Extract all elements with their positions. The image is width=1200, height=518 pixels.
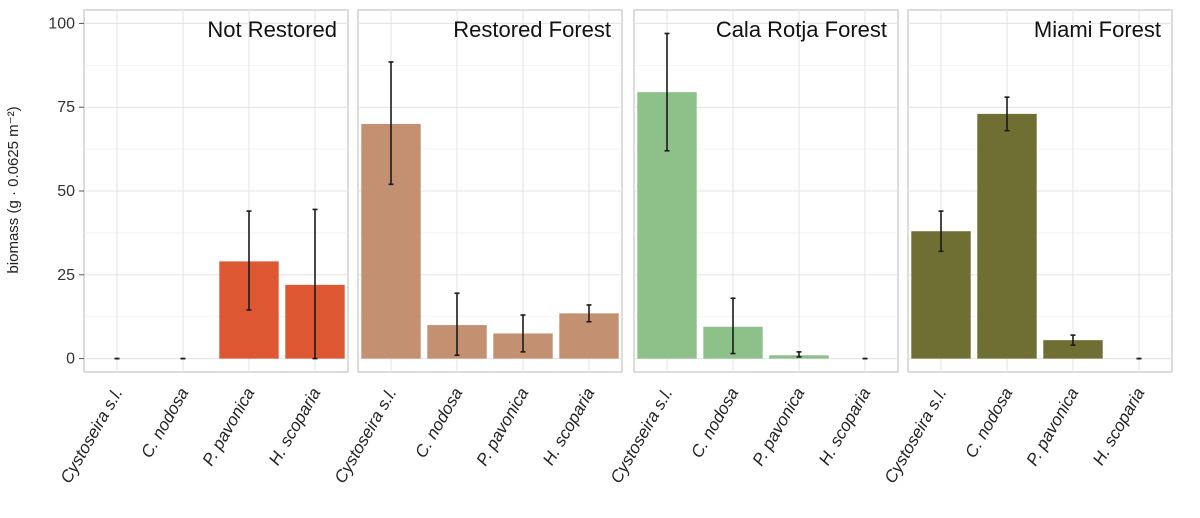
x-tick-label: H. scoparia bbox=[815, 385, 874, 469]
error-bar bbox=[1004, 96, 1010, 132]
panel-title: Miami Forest bbox=[1034, 17, 1161, 42]
x-tick-label: Cystoseira s.l. bbox=[881, 385, 951, 487]
y-tick-label: 100 bbox=[48, 15, 75, 32]
x-tick-label: Cystoseira s.l. bbox=[331, 385, 401, 487]
error-bar bbox=[586, 304, 592, 323]
error-bar bbox=[388, 61, 394, 186]
panel-1: Not Restored Cystoseira s.l. C. nodosa P. p… bbox=[57, 9, 349, 487]
error-bar bbox=[730, 297, 736, 355]
x-tick-label: C. nodosa bbox=[137, 385, 192, 462]
y-tick-label: 75 bbox=[57, 99, 75, 116]
x-tick-label: P. pavonica bbox=[1023, 385, 1083, 470]
x-tick-label: Cystoseira s.l. bbox=[607, 385, 677, 487]
x-tick-label: C. nodosa bbox=[961, 385, 1016, 462]
y-axis-title: biomass (g · 0.0625 m⁻²) bbox=[5, 106, 22, 273]
error-bar bbox=[520, 314, 526, 353]
x-tick-label: P. pavonica bbox=[199, 385, 259, 470]
error-bar bbox=[246, 210, 252, 311]
panel-2: Restored Forest Cystoseira s.l. C. nodosa P… bbox=[331, 9, 623, 487]
error-bar bbox=[1070, 334, 1076, 346]
x-tick-label: Cystoseira s.l. bbox=[57, 385, 127, 487]
y-axis: 0 25 50 75 100 bbox=[48, 15, 84, 368]
x-tick-label: H. scoparia bbox=[539, 385, 598, 469]
error-bar bbox=[312, 208, 318, 360]
y-tick-label: 50 bbox=[57, 183, 75, 200]
panel-title: Restored Forest bbox=[453, 17, 611, 42]
bar bbox=[1043, 340, 1103, 359]
x-tick-label: C. nodosa bbox=[411, 385, 466, 462]
error-bar bbox=[664, 32, 670, 152]
error-bar bbox=[938, 210, 944, 253]
x-tick-label: C. nodosa bbox=[687, 385, 742, 462]
panel-title: Not Restored bbox=[207, 17, 337, 42]
error-bar bbox=[454, 292, 460, 357]
panel-3: Cala Rotja Forest Cystoseira s.l. C. nodos… bbox=[607, 9, 899, 487]
panel-4: Miami Forest Cystoseira s.l. C. nodosa P. p… bbox=[881, 9, 1173, 487]
error-bar bbox=[796, 351, 802, 358]
x-tick-label: P. pavonica bbox=[749, 385, 809, 470]
x-tick-label: P. pavonica bbox=[473, 385, 533, 470]
panel-title: Cala Rotja Forest bbox=[716, 17, 887, 42]
y-tick-label: 0 bbox=[66, 351, 75, 368]
y-tick-label: 25 bbox=[57, 267, 75, 284]
bar bbox=[977, 113, 1037, 359]
x-tick-label: H. scoparia bbox=[265, 385, 324, 469]
bar bbox=[911, 231, 971, 359]
x-tick-label: H. scoparia bbox=[1089, 385, 1148, 469]
